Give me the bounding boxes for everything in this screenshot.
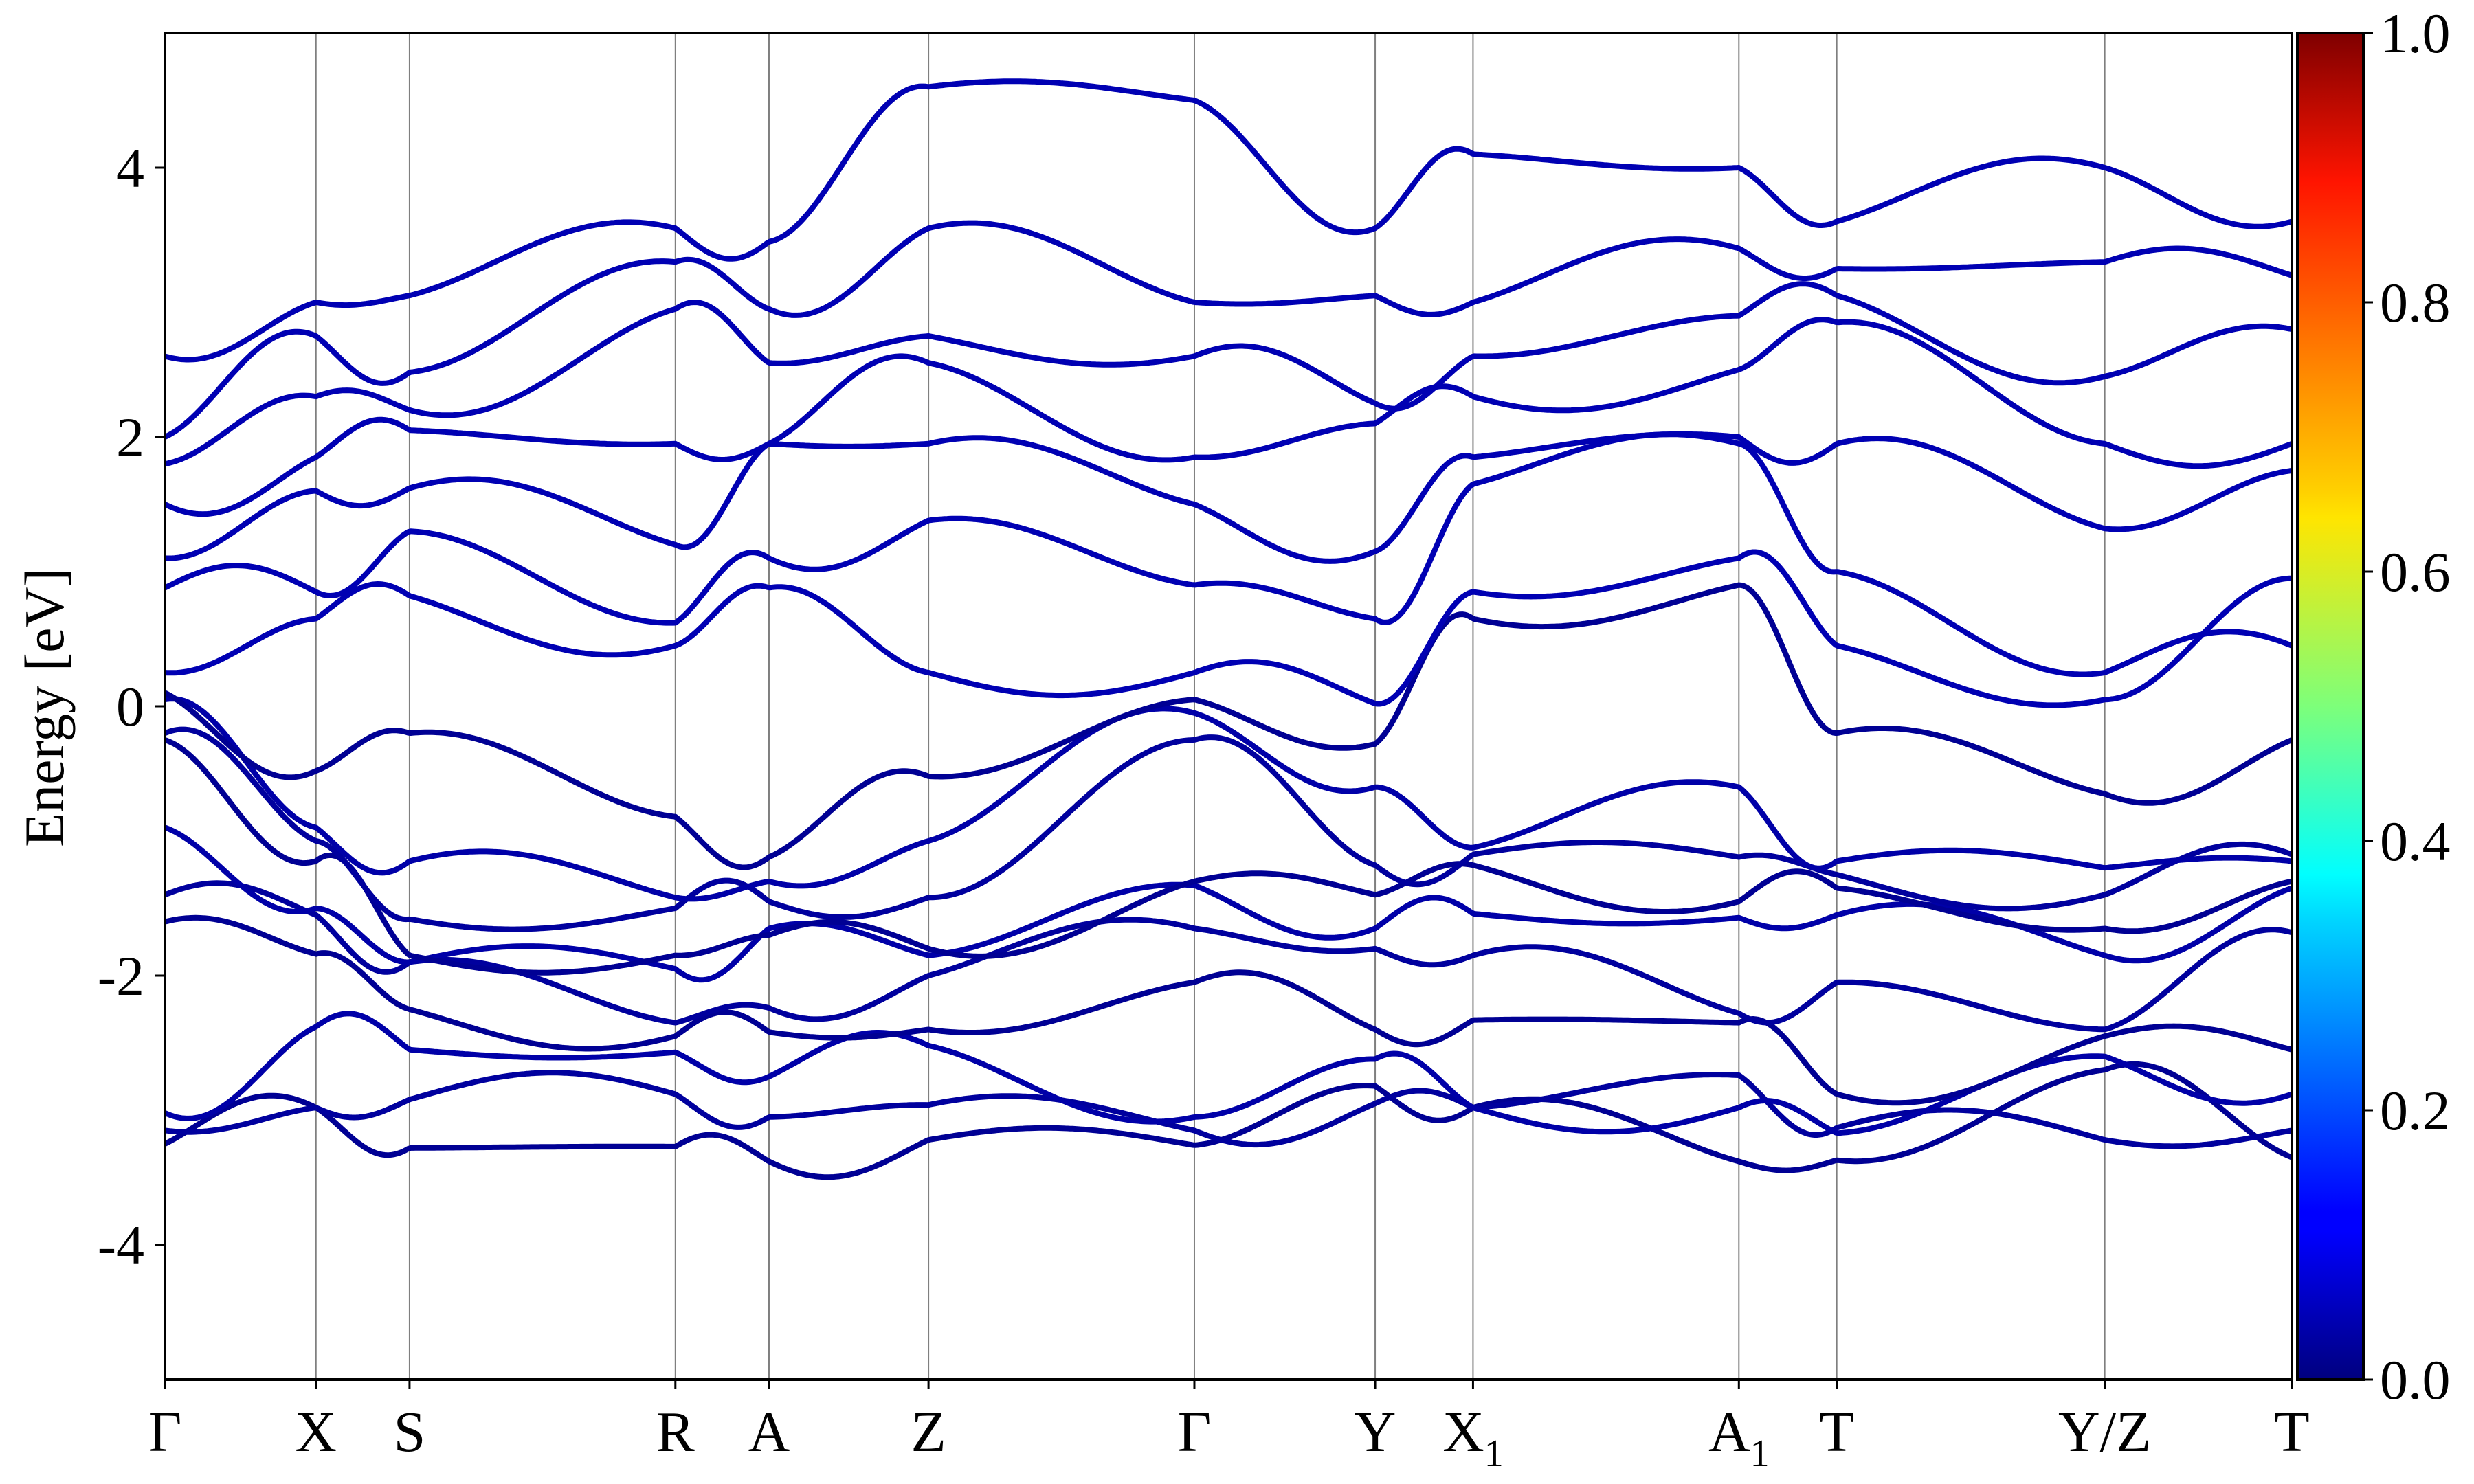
band-line (165, 317, 2292, 517)
x-tick-label: R (656, 1400, 695, 1464)
x-axis-ticks: Γ X S R A Z Γ Y X1 A1 T Y/Z T (148, 1380, 2310, 1475)
colorbar-tick-label: 1.0 (2380, 2, 2451, 65)
x-tick-label: Γ (1178, 1400, 1212, 1464)
y-tick-label: 2 (116, 406, 144, 469)
band-line (165, 78, 2292, 363)
band-line (165, 1061, 2292, 1180)
band-line (165, 726, 2292, 932)
colorbar-ticks: 1.0 0.8 0.6 0.4 0.2 0.0 (2363, 2, 2451, 1411)
band-line (165, 582, 2292, 870)
band-line (165, 431, 2292, 677)
x-tick-label: A1 (1708, 1400, 1770, 1475)
x-tick-label: S (394, 1400, 426, 1464)
band-line (165, 914, 2292, 1106)
band-line (165, 431, 2292, 564)
band-line (165, 696, 2292, 902)
colorbar-tick-label: 0.2 (2380, 1079, 2451, 1142)
band-line (165, 220, 2292, 440)
colorbar-tick-label: 0.0 (2380, 1349, 2451, 1411)
x-tick-label: T (1819, 1400, 1854, 1464)
colorbar-tick-label: 0.8 (2380, 271, 2451, 334)
colorbar (2296, 32, 2365, 1381)
x-tick-label: Y (1355, 1400, 1396, 1464)
x-tick-label: Z (911, 1400, 946, 1464)
band-line (165, 1070, 2292, 1149)
band-line (165, 549, 2292, 708)
band-line (165, 1011, 2292, 1136)
band-lines (165, 78, 2292, 1180)
x-tick-label: Γ (148, 1400, 182, 1464)
x-tick-label: X (295, 1400, 337, 1464)
y-tick-label: 0 (116, 675, 144, 738)
y-tick-label: -2 (98, 945, 144, 1007)
y-tick-label: 4 (116, 137, 144, 199)
x-tick-label: Y/Z (2058, 1400, 2151, 1464)
x-tick-label: T (2274, 1400, 2309, 1464)
colorbar-tick-label: 0.4 (2380, 810, 2451, 873)
y-tick-label: -4 (98, 1214, 144, 1277)
y-axis-label: Energy [eV] (13, 568, 76, 847)
band-line (165, 281, 2292, 467)
plot-frame (164, 32, 2293, 1381)
x-tick-label: A (748, 1400, 790, 1464)
x-tick-label: X1 (1442, 1400, 1504, 1475)
colorbar-tick-label: 0.6 (2380, 541, 2451, 603)
y-axis-ticks: 4 2 0 -2 -4 (98, 137, 165, 1277)
kpoint-divider-lines (315, 33, 2106, 1380)
band-line (165, 737, 2292, 976)
